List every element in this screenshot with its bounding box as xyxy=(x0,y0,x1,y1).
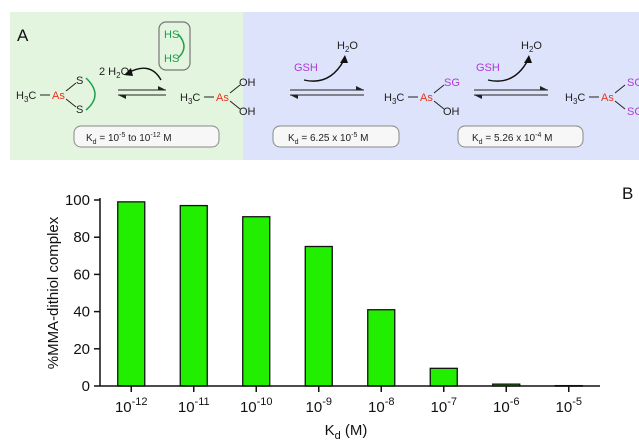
svg-text:HS: HS xyxy=(164,53,179,65)
step1-kd-box: Kd = 10-5 to 10-12 M xyxy=(73,125,220,148)
svg-text:As: As xyxy=(420,92,433,104)
bar xyxy=(367,309,396,387)
x-tick-label: 10-9 xyxy=(306,396,332,416)
bar xyxy=(304,245,333,387)
y-tick-label: 60 xyxy=(73,266,90,283)
svg-text:SG: SG xyxy=(627,106,639,118)
dithiol-reagent-box xyxy=(158,21,191,71)
step3-kd-box: Kd = 5.26 x 10-4 M xyxy=(457,125,584,148)
bar xyxy=(179,204,208,387)
panel-b-label: B xyxy=(622,184,633,203)
mma-molecule: H3C As OH OH xyxy=(180,77,256,118)
bar xyxy=(429,367,458,387)
svg-text:H3C: H3C xyxy=(384,92,404,106)
svg-text:Kd = 5.26 x 10-4 M: Kd = 5.26 x 10-4 M xyxy=(472,132,552,146)
svg-text:As: As xyxy=(52,90,65,102)
svg-text:HS: HS xyxy=(164,29,179,41)
svg-text:H2O: H2O xyxy=(337,40,358,54)
svg-text:OH: OH xyxy=(239,106,256,118)
x-tick-label: 10-11 xyxy=(178,396,210,416)
x-tick-label: 10-7 xyxy=(431,396,457,416)
svg-text:SG: SG xyxy=(444,77,460,89)
svg-text:S: S xyxy=(76,104,83,116)
bar-series xyxy=(117,201,583,387)
x-tick-label: 10-10 xyxy=(240,396,273,416)
bar xyxy=(242,216,271,387)
y-tick-label: 80 xyxy=(73,229,90,246)
svg-text:2 H2O: 2 H2O xyxy=(99,66,130,80)
svg-text:H3C: H3C xyxy=(180,92,200,106)
svg-text:OH: OH xyxy=(443,106,460,118)
svg-text:GSH: GSH xyxy=(294,62,318,74)
y-tick-label: 40 xyxy=(73,304,90,321)
y-tick-label: 100 xyxy=(65,192,90,209)
di-gsh-molecule: H3C As SG SG xyxy=(565,77,639,118)
x-tick-label: 10-8 xyxy=(368,396,394,416)
x-axis-title: Kd (M) xyxy=(325,422,368,440)
y-tick-label: 20 xyxy=(73,341,90,358)
reaction-scheme: A H3C As S S 2 H2O HS HS Kd = 10-5 to 10… xyxy=(10,12,639,160)
step1-reagents: 2 H2O HS HS xyxy=(99,21,191,99)
svg-text:SG: SG xyxy=(627,77,639,89)
x-tick-label: 10-6 xyxy=(493,396,519,416)
dithiol-complex-molecule: H3C As S S xyxy=(16,75,96,116)
bar xyxy=(117,201,146,387)
step2-kd-box: Kd = 6.25 x 10-5 M xyxy=(272,125,400,148)
svg-text:As: As xyxy=(216,92,229,104)
svg-text:H2O: H2O xyxy=(521,40,542,54)
svg-text:OH: OH xyxy=(239,77,256,89)
x-tick-label: 10-5 xyxy=(556,396,582,416)
x-tick-label: 10-12 xyxy=(115,396,148,416)
x-axis: 10-12 10-11 10-10 10-9 10-8 10-7 10-6 10-5 xyxy=(100,385,600,416)
svg-text:As: As xyxy=(601,92,614,104)
svg-text:S: S xyxy=(76,75,83,87)
y-axis-title: %MMA-dithiol complex xyxy=(45,216,62,369)
y-tick-label: 0 xyxy=(82,378,90,395)
svg-text:H3C: H3C xyxy=(565,92,585,106)
svg-text:Kd = 6.25 x 10-5 M: Kd = 6.25 x 10-5 M xyxy=(288,132,368,146)
svg-text:Kd = 10-5 to 10-12 M: Kd = 10-5 to 10-12 M xyxy=(86,132,172,146)
step2-reagents: GSH H2O xyxy=(290,40,364,99)
mono-gsh-molecule: H3C As SG OH xyxy=(384,77,460,118)
y-axis: 0 20 40 60 80 100 xyxy=(65,192,101,395)
svg-text:GSH: GSH xyxy=(476,62,500,74)
svg-text:H3C: H3C xyxy=(16,90,36,104)
step3-reagents: GSH H2O xyxy=(474,40,548,99)
panel-a-label: A xyxy=(17,26,29,45)
